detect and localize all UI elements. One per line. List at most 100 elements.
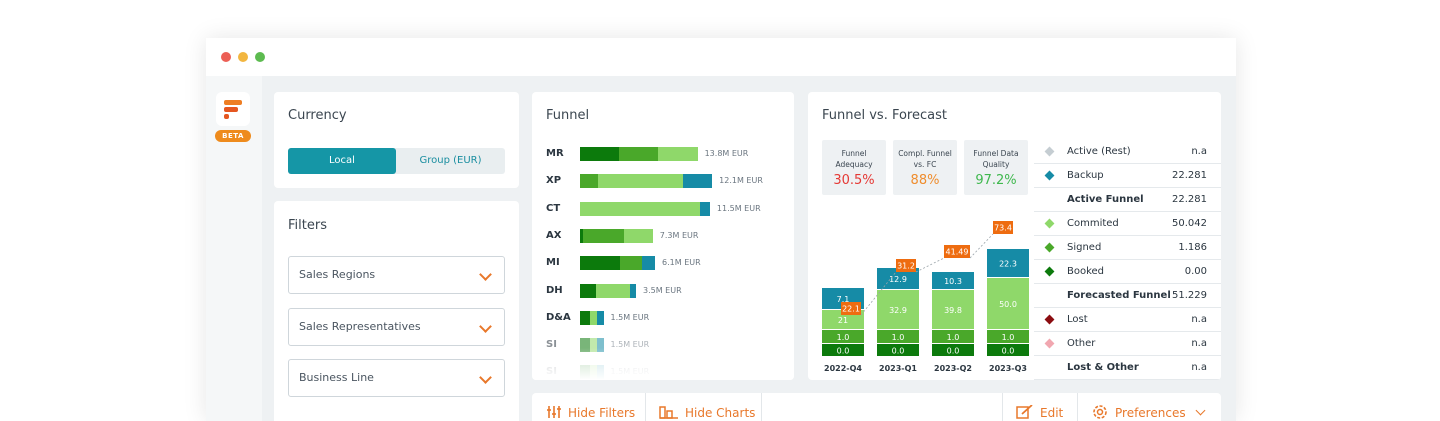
fade-overlay: [532, 348, 794, 380]
business-line-dropdown[interactable]: Business Line: [288, 359, 505, 397]
edit-button[interactable]: Edit: [1016, 393, 1063, 421]
funnel-bar-segment: [658, 147, 698, 161]
filters-title: Filters: [288, 218, 327, 233]
funnel-row-label: XP: [546, 175, 562, 187]
forecast-marker: [896, 259, 916, 272]
funnel-vs-forecast-chart: 0.0 1.0 21 7.1 2022-Q4 0.0 1.0 32.9 12.9 2023-Q1 0…: [822, 221, 1029, 373]
kpi-value: 97.2%: [975, 173, 1017, 188]
forecast-legend-table: Active (Rest) n.a Backup 22.281 Active Funne…: [1034, 140, 1221, 380]
funnel-bar-segment: [580, 283, 596, 298]
chevron-down-icon: [479, 320, 492, 333]
gear-icon: [1093, 405, 1107, 419]
funnel-row-value: 11.5M EUR: [716, 203, 761, 213]
stack-segment-booked: [987, 344, 1029, 356]
funnel-title: Funnel: [546, 108, 590, 123]
funnel-card: Funnel MR 13.8M EUR XP 12.1M EUR CT 11.5M EUR…: [532, 92, 794, 380]
close-window-button[interactable]: [221, 52, 231, 62]
stack-value-label: 32.9: [889, 306, 907, 315]
stack-segment-backup: [932, 272, 974, 289]
stack-segment-signed: [932, 330, 974, 343]
legend-row: Lost & Other n.a: [1034, 356, 1221, 380]
bottom-toolbar: Hide Filters Hide Charts Edit Preference…: [532, 393, 1221, 421]
side-rail: BETA: [206, 76, 262, 421]
stack-value-label: 0.0: [837, 347, 850, 356]
forecast-value-label: 22.1: [842, 305, 860, 314]
diamond-icon: [1044, 338, 1055, 349]
sales-representatives-dropdown[interactable]: Sales Representatives: [288, 308, 505, 346]
chevron-down-icon: [479, 268, 492, 281]
funnel-row-value: 12.1M EUR: [719, 176, 763, 186]
funnel-row-value: 13.8M EUR: [704, 149, 749, 158]
funnel-row-value: 3.5M EUR: [643, 285, 682, 295]
hide-filters-button[interactable]: Hide Filters: [546, 393, 635, 421]
chevron-down-icon: [1195, 405, 1206, 416]
funnel-row-label: MI: [546, 257, 560, 269]
stack-value-label: 12.9: [889, 275, 907, 284]
currency-group-option[interactable]: Group (EUR): [419, 155, 482, 166]
legend-row: Active Funnel 22.281: [1034, 188, 1221, 212]
funnel-row-label: D&A: [546, 311, 571, 323]
kpi-compl-funnel-vs-fc: Compl. Funnel vs. FC 88%: [893, 140, 957, 195]
app-window: BETA Currency Local Group (EUR) Filters …: [206, 38, 1236, 421]
funnel-vs-forecast-card: Funnel vs. Forecast Funnel Adequacy 30.5…: [808, 92, 1221, 380]
preferences-button[interactable]: Preferences: [1091, 393, 1206, 421]
legend-label: Active Funnel: [1067, 194, 1144, 205]
maximize-window-button[interactable]: [255, 52, 265, 62]
stack-value-label: 0.0: [947, 347, 960, 356]
funnel-bar-segment: [596, 310, 604, 325]
funnel-row-label: CT: [546, 202, 561, 214]
legend-value: n.a: [1191, 362, 1207, 373]
funnel-row-label: DH: [546, 284, 563, 296]
currency-local-option[interactable]: Local: [288, 148, 396, 174]
funnel-bar-segment: [580, 228, 584, 243]
forecast-connector: [915, 257, 945, 273]
funnel-bar-segment: [699, 201, 710, 216]
x-tick-label: 2023-Q3: [989, 364, 1027, 373]
minimize-window-button[interactable]: [238, 52, 248, 62]
kpi-label: Funnel Adequacy: [835, 149, 873, 169]
stack-value-label: 0.0: [892, 347, 905, 356]
legend-label: Commited: [1067, 218, 1119, 229]
forecast-marker: [944, 245, 970, 258]
forecast-connector: [860, 271, 897, 316]
funnel-bar-segment: [620, 256, 642, 271]
legend-value: 1.186: [1178, 242, 1207, 253]
legend-label: Lost & Other: [1067, 362, 1139, 373]
legend-value: 22.281: [1172, 170, 1207, 181]
sales-regions-dropdown[interactable]: Sales Regions: [288, 256, 505, 294]
filters-card: Filters Sales Regions Sales Representati…: [274, 201, 519, 421]
stack-segment-signed: [877, 330, 919, 343]
funnel-bar-segment: [580, 174, 598, 189]
legend-value: 22.281: [1172, 194, 1207, 205]
legend-row: Other n.a: [1034, 332, 1221, 356]
stack-value-label: 10.3: [944, 277, 962, 286]
app-logo[interactable]: [216, 92, 250, 126]
legend-value: 0.00: [1184, 266, 1207, 277]
legend-value: 50.042: [1172, 218, 1207, 229]
dropdown-label: Business Line: [299, 371, 374, 384]
stack-value-label: 1.0: [892, 333, 905, 342]
funnel-bar-segment: [583, 228, 624, 243]
stack-value-label: 1.0: [947, 333, 960, 342]
funnel-bar-segment: [580, 256, 621, 271]
x-tick-label: 2023-Q1: [879, 364, 917, 373]
stack-segment-booked: [877, 344, 919, 356]
funnel-bar-segment: [630, 283, 636, 298]
legend-row: Active (Rest) n.a: [1034, 140, 1221, 164]
hide-charts-button[interactable]: Hide Charts: [659, 393, 755, 421]
diamond-icon: [1044, 242, 1055, 253]
funnel-bar-segment: [595, 283, 631, 298]
funnel-row-value: 1.5M EUR: [610, 340, 650, 350]
preferences-label: Preferences: [1115, 406, 1186, 420]
forecast-value-label: 41.49: [946, 248, 969, 257]
funnel-bar-segment: [683, 174, 713, 189]
currency-card: Currency Local Group (EUR): [274, 92, 519, 188]
funnel-bar-segment: [596, 338, 604, 353]
funnel-bar-segment: [590, 338, 597, 353]
stack-segment-commited: [987, 278, 1029, 329]
kpi-value: 30.5%: [833, 173, 875, 188]
funnel-row-value: 1.5M EUR: [610, 312, 650, 322]
stack-value-label: 21: [838, 316, 848, 325]
legend-row: Lost n.a: [1034, 308, 1221, 332]
legend-row: Backup 22.281: [1034, 164, 1221, 188]
